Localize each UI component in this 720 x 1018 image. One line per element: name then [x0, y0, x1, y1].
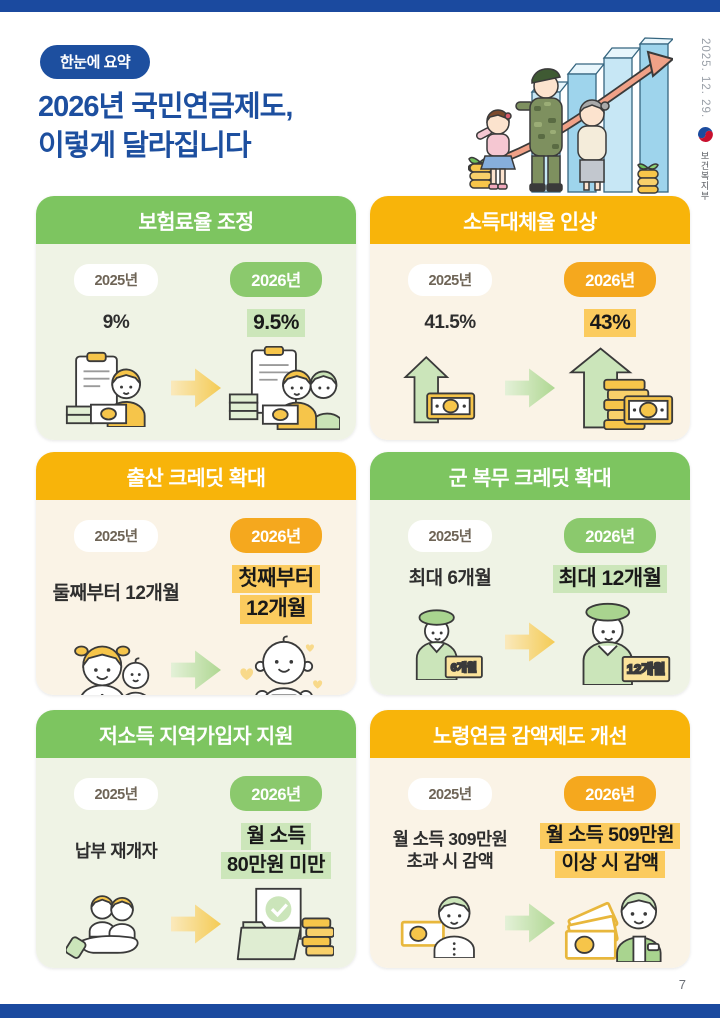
card-premium-rate: 보험료율 조정 2025년 2026년 9% 9.5% — [36, 196, 356, 440]
value-2025: 월 소득 309만원 초과 시 감액 — [392, 828, 508, 872]
value-2026: 최대 12개월 — [552, 563, 668, 595]
soldier-figure — [515, 68, 563, 192]
side-column: 2025. 12. 29. 보건복지부 — [695, 38, 715, 201]
value-2026: 9.5% — [247, 307, 305, 339]
ministry-logo-icon — [697, 127, 713, 143]
girl-figure — [476, 109, 517, 190]
year-2025-pill: 2025년 — [74, 777, 158, 810]
year-2026-pill: 2026년 — [564, 518, 656, 553]
card-premium-rate-title: 보험료율 조정 — [36, 196, 356, 244]
mother-and-baby-icon — [48, 632, 169, 695]
year-2026-pill: 2026년 — [230, 518, 322, 553]
bottom-border-bar — [0, 1004, 720, 1018]
value-2026: 월 소득 509만원 이상 시 감액 — [539, 821, 681, 880]
soldier-12-months-icon: 12개월 — [557, 599, 678, 686]
year-2026-pill: 2026년 — [230, 262, 322, 297]
card-birth-credit: 출산 크레딧 확대 2025년 2026년 둘째부터 12개월 첫째부터 12개… — [36, 452, 356, 695]
card-income-replacement-title: 소득대체율 인상 — [370, 196, 690, 244]
transition-arrow-icon — [503, 620, 557, 664]
coin-sprout-icon — [637, 163, 659, 194]
year-2026-pill: 2026년 — [230, 776, 322, 811]
year-2025-pill: 2025년 — [74, 263, 158, 296]
year-2025-pill: 2025년 — [408, 777, 492, 810]
page-title-line1: 2026년 국민연금제도, — [38, 91, 293, 123]
baby-with-hearts-icon — [223, 630, 344, 695]
transition-arrow-icon — [169, 902, 223, 946]
hand-holding-people-icon — [48, 888, 169, 960]
card-income-replacement: 소득대체율 인상 2025년 2026년 41.5% 43% — [370, 196, 690, 440]
transition-arrow-icon — [169, 366, 223, 410]
value-2025: 9% — [102, 311, 130, 333]
transition-arrow-icon — [169, 648, 223, 692]
publication-date: 2025. 12. 29. — [699, 38, 711, 119]
top-border-bar — [0, 0, 720, 12]
transition-arrow-icon — [503, 901, 557, 945]
svg-text:12개월: 12개월 — [626, 662, 665, 677]
value-2025: 둘째부터 12개월 — [52, 582, 180, 604]
card-military-credit: 군 복무 크레딧 확대 2025년 2026년 최대 6개월 최대 12개월 — [370, 452, 690, 695]
card-pension-reduction: 노령연금 감액제도 개선 2025년 2026년 월 소득 309만원 초과 시… — [370, 710, 690, 968]
soldier-6-months-icon: 6개월 — [382, 604, 503, 681]
card-pension-reduction-title: 노령연금 감액제도 개선 — [370, 710, 690, 758]
year-2025-pill: 2025년 — [408, 263, 492, 296]
card-low-income-support-title: 저소득 지역가입자 지원 — [36, 710, 356, 758]
value-2026: 43% — [583, 307, 637, 339]
year-2026-pill: 2026년 — [564, 262, 656, 297]
year-2025-pill: 2025년 — [74, 519, 158, 552]
year-2025-pill: 2025년 — [408, 519, 492, 552]
transition-arrow-icon — [503, 366, 557, 410]
hero-illustration — [468, 37, 673, 194]
value-2026: 첫째부터 12개월 — [232, 563, 320, 626]
senior-with-banknote-icon — [382, 888, 503, 958]
card-low-income-support: 저소득 지역가입자 지원 2025년 2026년 납부 재개자 월 소득 80만… — [36, 710, 356, 968]
page-number: 7 — [678, 977, 686, 992]
card-military-credit-title: 군 복무 크레딧 확대 — [370, 452, 690, 500]
worker-clipboard-money-icon — [48, 349, 169, 427]
small-growth-banknote-icon — [382, 350, 503, 426]
workers-clipboard-money-stack-icon — [223, 346, 344, 430]
ministry-name: 보건복지부 — [699, 151, 710, 202]
elderly-woman-figure — [577, 99, 610, 191]
page-title-line2: 이렇게 달라집니다 — [38, 130, 251, 162]
big-growth-coins-banknote-icon — [557, 346, 678, 430]
folder-check-coins-icon — [223, 885, 344, 963]
summary-badge: 한눈에 요약 — [40, 45, 151, 79]
value-2025: 41.5% — [424, 311, 476, 333]
svg-text:6개월: 6개월 — [450, 660, 476, 674]
card-birth-credit-title: 출산 크레딧 확대 — [36, 452, 356, 500]
value-2026: 월 소득 80만원 미만 — [221, 821, 331, 881]
page-title: 2026년 국민연금제도, 이렇게 달라집니다 — [38, 88, 293, 166]
value-2025: 최대 6개월 — [408, 567, 492, 589]
value-2025: 납부 재개자 — [74, 840, 158, 861]
senior-with-banknotes-icon — [557, 884, 678, 962]
rising-arrow-head — [646, 50, 673, 78]
hearts — [239, 643, 322, 689]
year-2026-pill: 2026년 — [564, 776, 656, 811]
